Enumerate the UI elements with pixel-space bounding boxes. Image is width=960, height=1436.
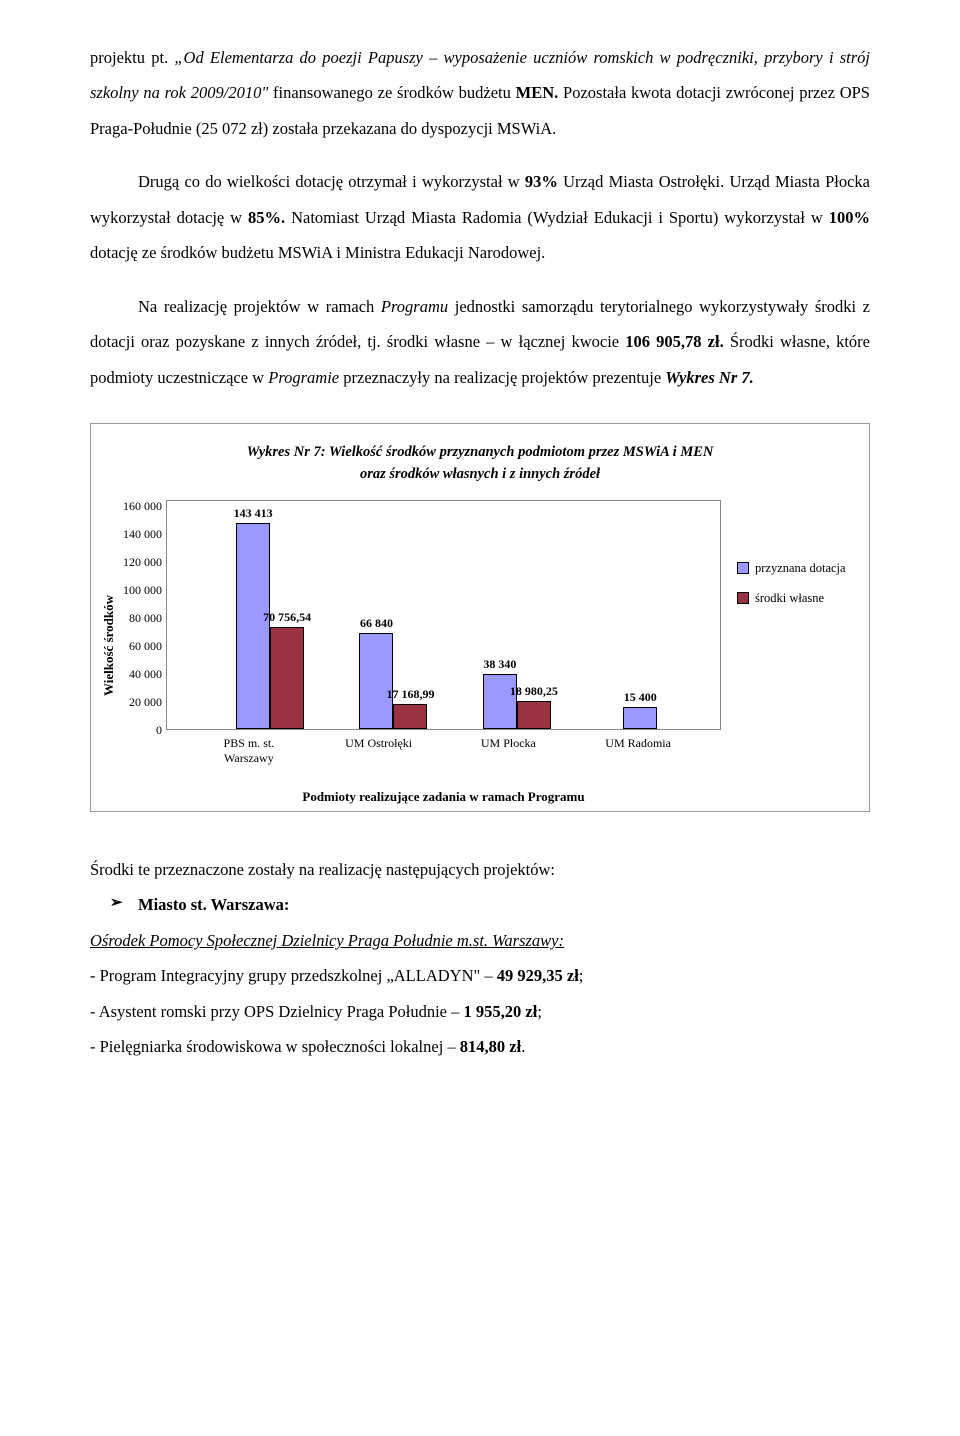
bar-value-label: 38 340	[483, 657, 516, 672]
bar-group: 66 84017 168,99	[343, 633, 443, 729]
list-subheading: Ośrodek Pomocy Społecznej Dzielnicy Prag…	[90, 923, 870, 958]
bar: 70 756,54	[270, 627, 304, 729]
legend-swatch-icon	[737, 562, 749, 574]
list-item: - Program Integracyjny grupy przedszkoln…	[90, 958, 870, 993]
bar-value-label: 143 413	[234, 506, 273, 521]
chart-plot-area: 143 41370 756,5466 84017 168,9938 34018 …	[166, 500, 721, 730]
bar-group: 15 400	[590, 707, 690, 729]
list-intro: Środki te przeznaczone zostały na realiz…	[90, 852, 870, 887]
bar-value-label: 66 840	[360, 616, 393, 631]
y-axis-ticks: 160 000 140 000 120 000 100 000 80 000 6…	[123, 506, 166, 736]
bar-value-label: 70 756,54	[263, 610, 311, 625]
paragraph-3: Na realizację projektów w ramach Program…	[90, 289, 870, 395]
chart-legend: przyznana dotacja środki własne	[729, 500, 859, 621]
bar: 143 413	[236, 523, 270, 729]
list-heading: Miasto st. Warszawa:	[138, 887, 870, 922]
list-item: - Asystent romski przy OPS Dzielnicy Pra…	[90, 994, 870, 1029]
p1-men: MEN.	[516, 83, 559, 102]
legend-swatch-icon	[737, 592, 749, 604]
bar: 15 400	[623, 707, 657, 729]
projects-list: Środki te przeznaczone zostały na realiz…	[90, 852, 870, 1065]
chart-7: Wykres Nr 7: Wielkość środków przyznanyc…	[90, 423, 870, 812]
chart-title: Wykres Nr 7: Wielkość środków przyznanyc…	[101, 442, 859, 486]
bar-value-label: 17 168,99	[386, 687, 434, 702]
bar: 17 168,99	[393, 704, 427, 729]
p1-prefix: projektu pt.	[90, 48, 168, 67]
bar: 66 840	[359, 633, 393, 729]
legend-item: przyznana dotacja	[737, 560, 859, 576]
bar-value-label: 18 980,25	[510, 684, 558, 699]
x-axis-label: Podmioty realizujące zadania w ramach Pr…	[166, 789, 721, 805]
bar-value-label: 15 400	[624, 690, 657, 705]
legend-label: środki własne	[755, 590, 824, 606]
bar-group: 38 34018 980,25	[467, 674, 567, 729]
bar: 18 980,25	[517, 701, 551, 728]
y-axis: Wielkość środków 160 000 140 000 120 000…	[101, 500, 166, 736]
bar-group: 143 41370 756,54	[220, 523, 320, 729]
legend-label: przyznana dotacja	[755, 560, 846, 576]
y-axis-label: Wielkość środków	[101, 506, 117, 736]
legend-item: środki własne	[737, 590, 859, 606]
paragraph-1: projektu pt. „Od Elementarza do poezji P…	[90, 40, 870, 146]
bar: 38 340	[483, 674, 517, 729]
list-item: - Pielęgniarka środowiskowa w społecznoś…	[90, 1029, 870, 1064]
paragraph-2: Drugą co do wielkości dotację otrzymał i…	[90, 164, 870, 270]
p1-mid: finansowanego ze środków budżetu	[268, 83, 515, 102]
x-axis-ticks: PBS m. st. Warszawy UM Ostrołęki UM Płoc…	[166, 730, 721, 767]
